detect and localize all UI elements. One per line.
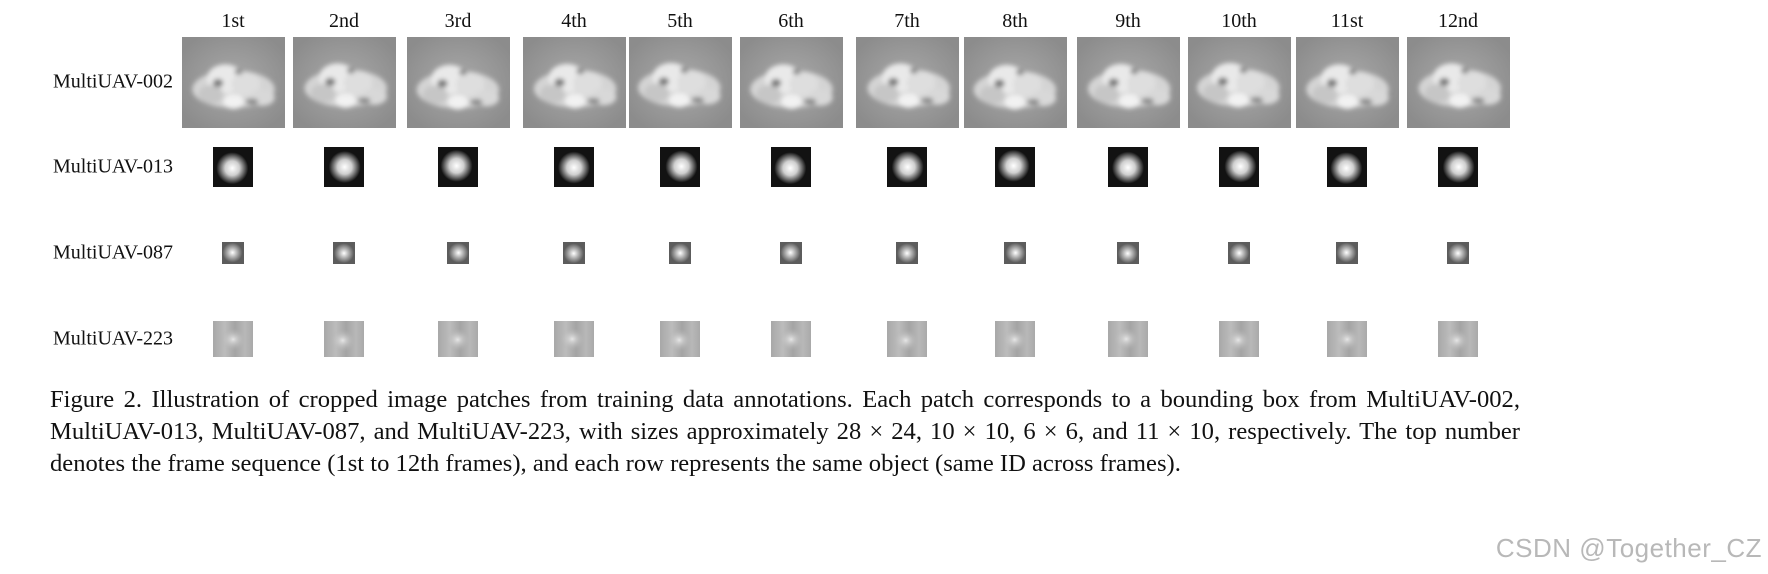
patch-multiuav-223-frame-2 [324, 321, 364, 357]
patch-multiuav-223-frame-11 [1327, 321, 1367, 357]
patch-multiuav-223-frame-5 [660, 321, 700, 357]
figure-panel: 1st 2nd 3rd 4th 5th 6th 7th 8th 9th 10th 11st 12nd … [53, 10, 1510, 357]
patch-multiuav-002-frame-9 [1076, 36, 1180, 128]
patch-multiuav-013-frame-12 [1438, 147, 1478, 187]
patch-multiuav-013-frame-7 [887, 147, 927, 187]
patch-multiuav-013-frame-5 [660, 147, 700, 187]
patch-multiuav-087-frame-7 [896, 242, 918, 264]
frame-label-5: 5th [667, 10, 693, 32]
patch-multiuav-087-frame-8 [1004, 242, 1026, 264]
patch-multiuav-223-frame-10 [1219, 321, 1259, 357]
patch-multiuav-223-frame-4 [554, 321, 594, 357]
patch-multiuav-087-frame-9 [1117, 242, 1139, 264]
patch-multiuav-223-frame-3 [438, 321, 478, 357]
patch-multiuav-013-frame-8 [995, 147, 1035, 187]
frame-label-9: 9th [1115, 10, 1141, 32]
patch-multiuav-002-frame-8 [963, 36, 1067, 128]
row-label-multiuav-223: MultiUAV-223 [53, 327, 174, 350]
patch-multiuav-013-frame-6 [771, 147, 811, 187]
patch-multiuav-087-frame-11 [1336, 242, 1358, 264]
patch-multiuav-223-frame-8 [995, 321, 1035, 357]
patch-multiuav-087-frame-3 [447, 242, 469, 264]
patch-multiuav-013-frame-2 [324, 147, 364, 187]
patch-multiuav-002-frame-5 [628, 36, 732, 128]
patch-multiuav-002-frame-7 [855, 36, 959, 128]
patch-multiuav-223-frame-12 [1438, 321, 1478, 357]
patch-multiuav-223-frame-9 [1108, 321, 1148, 357]
patch-multiuav-013-frame-11 [1327, 147, 1367, 187]
frame-label-12: 12nd [1438, 10, 1478, 32]
patch-multiuav-002-frame-3 [406, 36, 510, 128]
patch-multiuav-223-frame-6 [771, 321, 811, 357]
patch-multiuav-002-frame-1 [181, 36, 285, 128]
frame-label-11: 11st [1330, 10, 1364, 32]
frame-label-2: 2nd [329, 10, 359, 32]
patch-multiuav-013-frame-4 [554, 147, 594, 187]
patch-multiuav-002-frame-11 [1295, 36, 1399, 128]
patch-multiuav-002-frame-4 [522, 36, 626, 128]
frame-label-1: 1st [221, 10, 245, 32]
patch-multiuav-013-frame-9 [1108, 147, 1148, 187]
patch-multiuav-013-frame-1 [213, 147, 253, 187]
patch-multiuav-087-frame-5 [669, 242, 691, 264]
patch-multiuav-087-frame-12 [1447, 242, 1469, 264]
figure-caption: Figure 2. Illustration of cropped image … [50, 386, 1520, 477]
patch-multiuav-223-frame-1 [213, 321, 253, 357]
row-label-multiuav-087: MultiUAV-087 [53, 241, 174, 264]
patch-multiuav-087-frame-1 [222, 242, 244, 264]
frame-label-7: 7th [894, 10, 920, 32]
frame-label-3: 3rd [444, 10, 472, 32]
patch-multiuav-002-frame-10 [1187, 36, 1291, 128]
frame-label-8: 8th [1002, 10, 1028, 32]
frame-label-4: 4th [561, 10, 587, 32]
frame-label-6: 6th [778, 10, 804, 32]
frame-label-10: 10th [1221, 10, 1257, 32]
patch-multiuav-002-frame-2 [292, 36, 396, 128]
patch-multiuav-013-frame-3 [438, 147, 478, 187]
patch-multiuav-002-frame-12 [1406, 36, 1510, 128]
patch-multiuav-087-frame-4 [563, 242, 585, 264]
patch-multiuav-087-frame-10 [1228, 242, 1250, 264]
patch-multiuav-013-frame-10 [1219, 147, 1259, 187]
patch-multiuav-087-frame-6 [780, 242, 802, 264]
row-label-multiuav-013: MultiUAV-013 [53, 155, 174, 178]
patch-multiuav-087-frame-2 [333, 242, 355, 264]
watermark: CSDN @Together_CZ [1495, 533, 1762, 563]
patch-multiuav-223-frame-7 [887, 321, 927, 357]
row-label-multiuav-002: MultiUAV-002 [53, 70, 174, 93]
patch-multiuav-002-frame-6 [739, 36, 843, 128]
